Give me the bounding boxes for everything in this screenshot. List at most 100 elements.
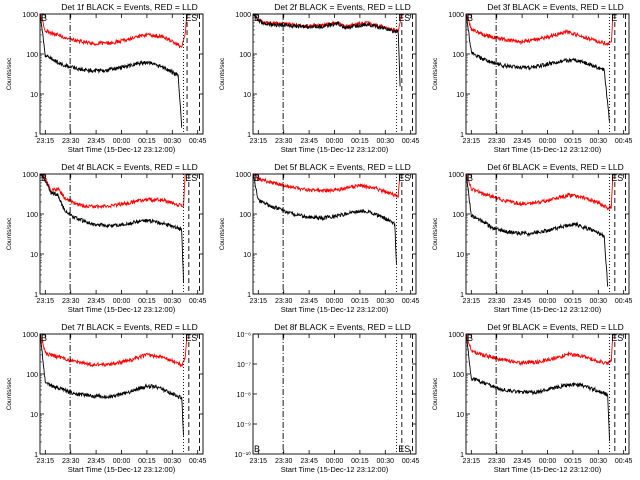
y-tick-label: 10⁻¹⁰ <box>234 451 251 459</box>
x-tick-label: 00:45 <box>615 298 633 305</box>
x-axis-label: Start Time (15-Dec-12 23:12:00) <box>281 465 389 474</box>
panel-title: Det 6f BLACK = Events, RED = LLD <box>487 162 624 172</box>
plot-frame <box>252 13 417 135</box>
plot-frame <box>39 333 204 455</box>
mark-es: ES <box>611 173 623 183</box>
y-tick-label: 1000 <box>235 172 251 179</box>
plot-frame <box>465 333 630 455</box>
x-tick-label: 00:00 <box>539 458 557 465</box>
x-axis-label: Start Time (15-Dec-12 23:12:00) <box>494 145 602 154</box>
x-tick-label: 00:30 <box>164 458 182 465</box>
plot-frame <box>252 333 417 455</box>
x-tick-label: 00:45 <box>615 138 633 145</box>
series-line-events <box>40 334 184 436</box>
x-tick-label: 23:15 <box>463 138 481 145</box>
y-tick-label: 10⁻⁷ <box>237 362 251 369</box>
x-tick-label: 00:15 <box>351 298 369 305</box>
series-line-events <box>466 334 610 442</box>
x-tick-label: 00:15 <box>138 138 156 145</box>
plot-area <box>466 174 614 287</box>
y-tick-label: 10 <box>456 412 464 419</box>
panel-title: Det 1f BLACK = Events, RED = LLD <box>61 2 198 12</box>
detector-panel: Det 2f BLACK = Events, RED = LLD 1 10 100 10… <box>219 2 420 154</box>
y-tick-label: 1 <box>34 292 38 299</box>
plot-frame <box>39 13 204 135</box>
y-tick-label: 1000 <box>448 12 464 19</box>
detector-panel: Det 8f BLACK = Events, RED = LLD 10⁻¹⁰ 10⁻… <box>234 322 420 474</box>
plot-area <box>40 334 188 436</box>
x-tick-label: 00:00 <box>113 298 131 305</box>
plot-area <box>253 14 402 87</box>
x-tick-label: 23:30 <box>275 298 293 305</box>
x-tick-label: 00:15 <box>138 298 156 305</box>
y-tick-label: 10 <box>243 92 251 99</box>
mark-es: ES <box>185 333 197 343</box>
x-tick-label: 23:45 <box>300 298 318 305</box>
mark-es: ES <box>185 13 197 23</box>
x-tick-label: 23:45 <box>513 458 531 465</box>
y-tick-label: 1 <box>460 292 464 299</box>
x-tick-label: 23:45 <box>300 458 318 465</box>
y-tick-label: 1 <box>247 132 251 139</box>
x-tick-label: 00:00 <box>326 138 344 145</box>
y-axis-label: Counts/sec <box>219 57 226 90</box>
x-tick-label: 00:00 <box>113 138 131 145</box>
series-line-events <box>40 14 183 128</box>
x-tick-label: 23:30 <box>488 298 506 305</box>
x-tick-label: 00:00 <box>539 138 557 145</box>
y-tick-label: 10⁻⁶ <box>237 332 251 339</box>
y-tick-label: 1000 <box>22 332 38 339</box>
series-line-lld <box>466 334 614 367</box>
y-axis-label: Counts/sec <box>6 217 13 250</box>
panel-title: Det 4f BLACK = Events, RED = LLD <box>61 162 198 172</box>
mark-b: B <box>467 333 473 343</box>
x-tick-label: 00:15 <box>138 458 156 465</box>
panel-title: Det 2f BLACK = Events, RED = LLD <box>274 2 411 12</box>
series-line-lld <box>466 14 614 47</box>
x-tick-label: 23:15 <box>250 138 268 145</box>
mark-b: B <box>41 333 47 343</box>
y-tick-label: 100 <box>239 52 251 59</box>
x-axis-label: Start Time (15-Dec-12 23:12:00) <box>68 145 176 154</box>
x-tick-label: 23:30 <box>488 138 506 145</box>
series-line-lld <box>253 14 402 34</box>
x-axis-label: Start Time (15-Dec-12 23:12:00) <box>494 465 602 474</box>
y-tick-label: 1 <box>460 132 464 139</box>
series-line-lld <box>466 174 614 211</box>
y-tick-label: 100 <box>239 212 251 219</box>
x-tick-label: 00:00 <box>326 458 344 465</box>
series-line-lld <box>40 14 188 48</box>
y-tick-label: 10⁻⁸ <box>237 392 251 399</box>
x-tick-label: 23:30 <box>62 138 80 145</box>
mark-b: B <box>254 444 260 454</box>
x-axis-label: Start Time (15-Dec-12 23:12:00) <box>281 145 389 154</box>
y-tick-label: 100 <box>452 52 464 59</box>
detector-panel: Det 7f BLACK = Events, RED = LLD 1 10 100 10… <box>6 322 207 474</box>
plot-frame <box>39 173 204 295</box>
x-tick-label: 00:45 <box>402 458 420 465</box>
plot-area <box>466 14 614 122</box>
series-line-lld <box>40 334 188 368</box>
detector-panel: Det 3f BLACK = Events, RED = LLD 1 10 100 10… <box>432 2 633 154</box>
detector-panel: Det 5f BLACK = Events, RED = LLD 1 10 100 10… <box>219 162 420 314</box>
y-tick-label: 100 <box>26 52 38 59</box>
y-tick-label: 100 <box>452 372 464 379</box>
x-tick-label: 00:00 <box>539 298 557 305</box>
plot-area <box>466 334 614 442</box>
y-tick-label: 10 <box>456 92 464 99</box>
mark-es: ES <box>398 444 410 454</box>
x-tick-label: 23:15 <box>37 138 55 145</box>
x-tick-label: 23:15 <box>463 458 481 465</box>
panel-title: Det 8f BLACK = Events, RED = LLD <box>274 322 411 332</box>
x-tick-label: 00:30 <box>590 298 608 305</box>
y-axis-label: Counts/sec <box>6 57 13 90</box>
y-tick-label: 1 <box>34 132 38 139</box>
y-tick-label: 1000 <box>22 172 38 179</box>
mark-es: ES <box>398 173 410 183</box>
y-tick-label: 10⁻⁹ <box>237 422 251 429</box>
x-tick-label: 23:30 <box>275 458 293 465</box>
x-tick-label: 00:30 <box>377 138 395 145</box>
x-tick-label: 23:45 <box>513 298 531 305</box>
y-tick-label: 1000 <box>448 332 464 339</box>
series-line-lld <box>40 174 186 210</box>
